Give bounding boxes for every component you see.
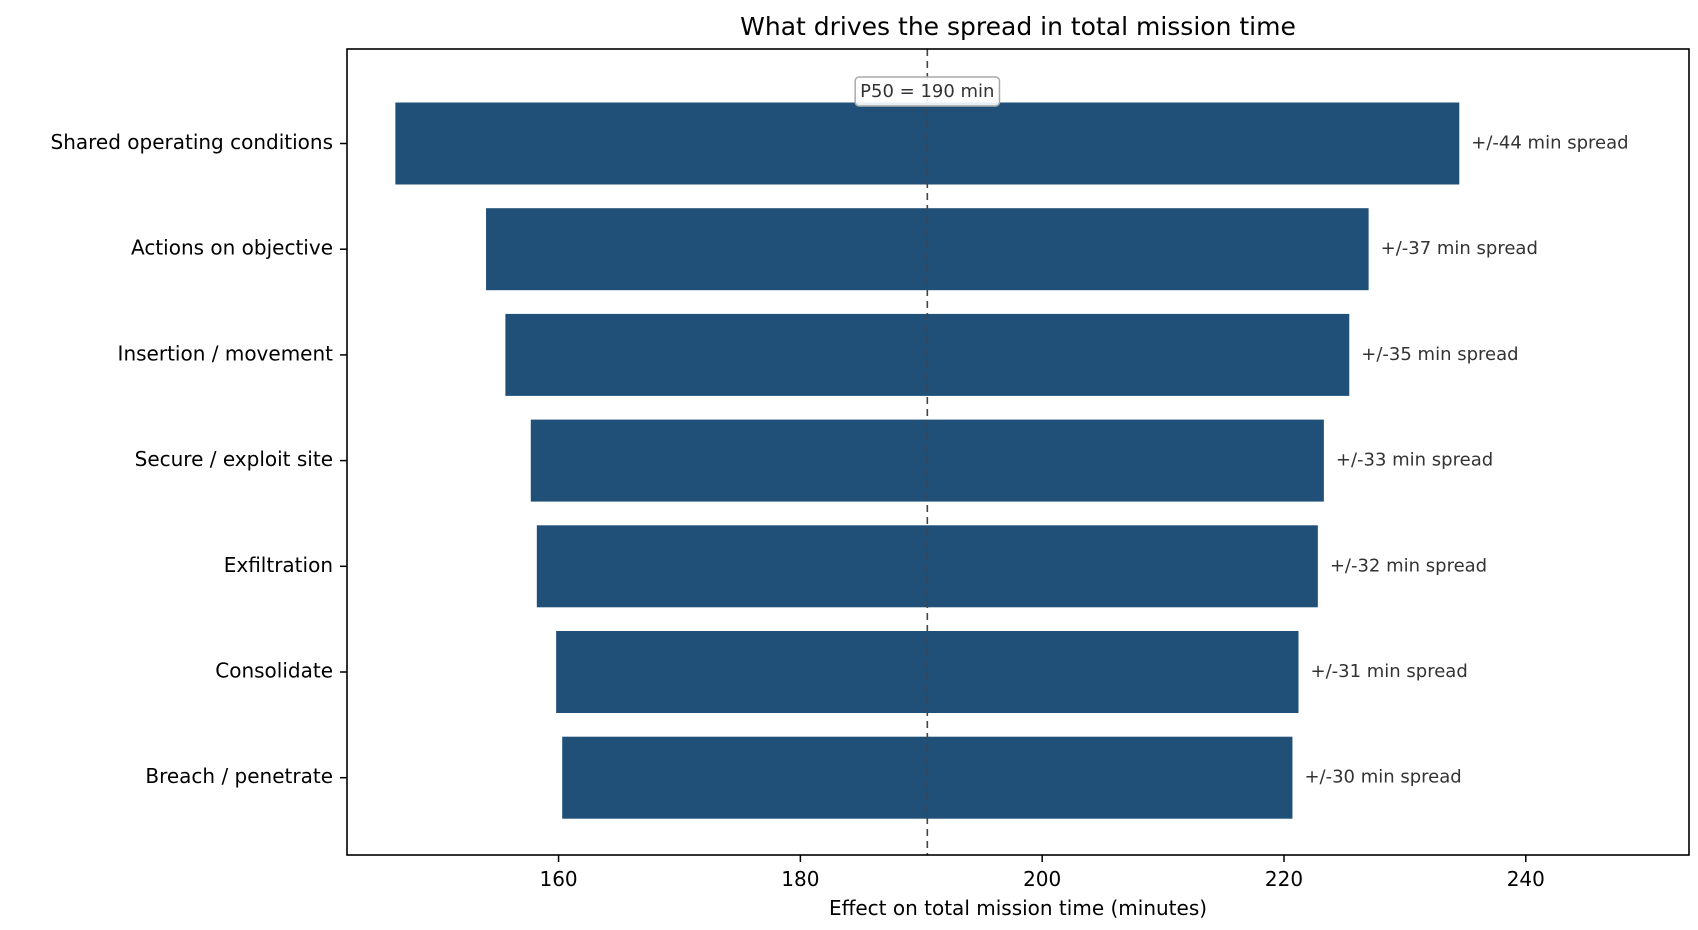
x-tick-label: 200 <box>1023 867 1061 891</box>
y-tick-label: Breach / penetrate <box>145 764 333 788</box>
bar-data-label: +/-33 min spread <box>1336 450 1493 471</box>
y-tick-label: Exfiltration <box>224 553 333 577</box>
plot-area-frame <box>346 48 1690 856</box>
y-tick-label: Shared operating conditions <box>51 130 334 154</box>
bar-data-label: +/-31 min spread <box>1310 661 1467 682</box>
bar-data-label: +/-35 min spread <box>1361 344 1518 365</box>
y-tick-label: Insertion / movement <box>118 341 334 365</box>
y-axis: Shared operating conditions Actions on ob… <box>51 130 347 788</box>
x-tick-label: 180 <box>781 867 819 891</box>
x-tick-label: 240 <box>1507 867 1545 891</box>
p50-label: P50 = 190 min <box>860 81 994 102</box>
bar-data-label: +/-32 min spread <box>1330 555 1487 576</box>
y-tick-label: Actions on objective <box>131 236 333 260</box>
bar-data-label: +/-44 min spread <box>1471 133 1628 154</box>
x-tick-label: 160 <box>539 867 577 891</box>
x-axis-label: Effect on total mission time (minutes) <box>829 896 1207 920</box>
y-tick-label: Secure / exploit site <box>135 447 333 471</box>
y-tick-label: Consolidate <box>215 659 333 683</box>
chart-title: What drives the spread in total mission … <box>740 12 1296 41</box>
x-tick-label: 220 <box>1265 867 1303 891</box>
x-axis: 160 180 200 220 240 <box>539 855 1545 891</box>
bar-data-label: +/-30 min spread <box>1304 767 1461 788</box>
bars-group: +/-44 min spread +/-37 min spread +/-35 mi… <box>395 102 1629 819</box>
bar-data-label: +/-37 min spread <box>1381 238 1538 259</box>
p50-label-box: P50 = 190 min <box>854 76 1001 107</box>
